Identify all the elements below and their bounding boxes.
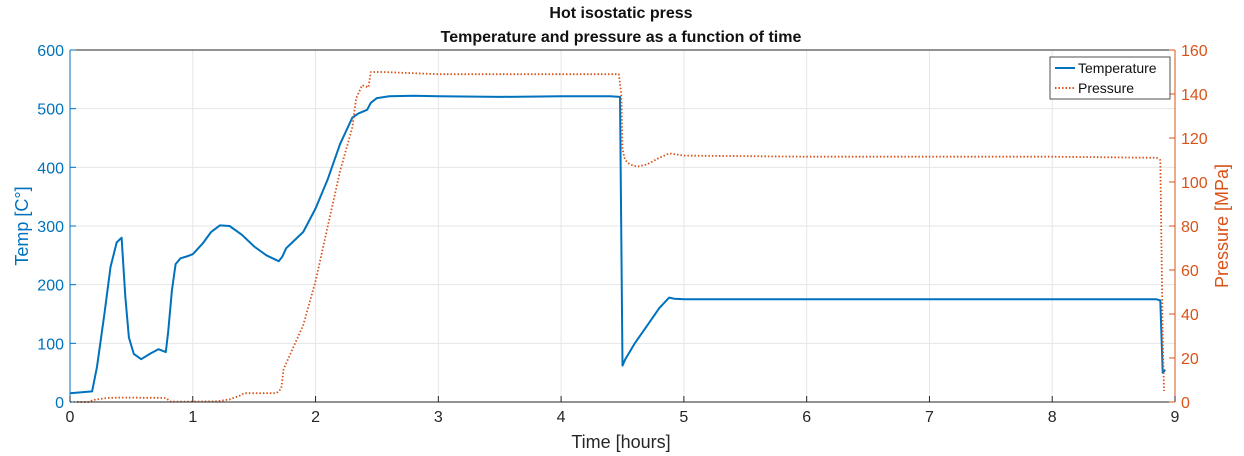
y-left-tick-label: 100 bbox=[37, 336, 64, 353]
y-left-tick-label: 300 bbox=[37, 219, 64, 236]
legend-box bbox=[1049, 56, 1171, 100]
x-tick-label: 3 bbox=[434, 409, 443, 426]
y-right-tick-label: 0 bbox=[1181, 395, 1190, 412]
y-left-tick-label: 0 bbox=[55, 395, 64, 412]
y-axis-right-label: Pressure [MPa] bbox=[1212, 164, 1232, 288]
chart-title: Hot isostatic press bbox=[549, 5, 692, 22]
series-line-pressure bbox=[70, 71, 1165, 403]
y-axis-left-label: Temp [C°] bbox=[12, 186, 32, 265]
legend: Temperature Pressure bbox=[1049, 56, 1171, 100]
y-right-tick-label: 140 bbox=[1181, 87, 1208, 104]
x-axis-label: Time [hours] bbox=[571, 432, 670, 452]
axes: 0 1 2 3 4 5 6 7 8 9010020030040050060002040608010… bbox=[37, 43, 1208, 426]
x-tick-label: 6 bbox=[802, 409, 811, 426]
plot-area bbox=[69, 71, 1166, 403]
y-right-tick-label: 100 bbox=[1181, 175, 1208, 192]
x-tick-label: 7 bbox=[925, 409, 934, 426]
y-right-tick-label: 60 bbox=[1181, 263, 1199, 280]
legend-label-pressure: Pressure bbox=[1078, 80, 1134, 96]
y-left-tick-label: 400 bbox=[37, 160, 64, 177]
y-left-tick-label: 600 bbox=[37, 43, 64, 60]
x-tick-label: 5 bbox=[679, 409, 688, 426]
y-right-tick-label: 120 bbox=[1181, 131, 1208, 148]
x-tick-label: 1 bbox=[188, 409, 197, 426]
x-tick-label: 8 bbox=[1048, 409, 1057, 426]
x-tick-label: 9 bbox=[1171, 409, 1180, 426]
series-line-temperature bbox=[69, 94, 1166, 395]
legend-label-temperature: Temperature bbox=[1078, 60, 1157, 76]
x-tick-label: 2 bbox=[311, 409, 320, 426]
x-tick-label: 0 bbox=[66, 409, 75, 426]
x-tick-label: 4 bbox=[557, 409, 566, 426]
y-right-tick-label: 80 bbox=[1181, 219, 1199, 236]
y-right-tick-label: 40 bbox=[1181, 307, 1199, 324]
y-left-tick-label: 200 bbox=[37, 278, 64, 295]
y-right-tick-label: 160 bbox=[1181, 43, 1208, 60]
chart-subtitle: Temperature and pressure as a function o… bbox=[441, 29, 802, 46]
y-left-tick-label: 500 bbox=[37, 102, 64, 119]
y-right-tick-label: 20 bbox=[1181, 351, 1199, 368]
